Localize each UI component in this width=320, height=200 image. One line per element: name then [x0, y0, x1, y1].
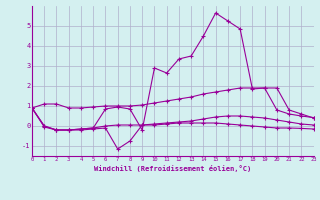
X-axis label: Windchill (Refroidissement éolien,°C): Windchill (Refroidissement éolien,°C) [94, 165, 252, 172]
